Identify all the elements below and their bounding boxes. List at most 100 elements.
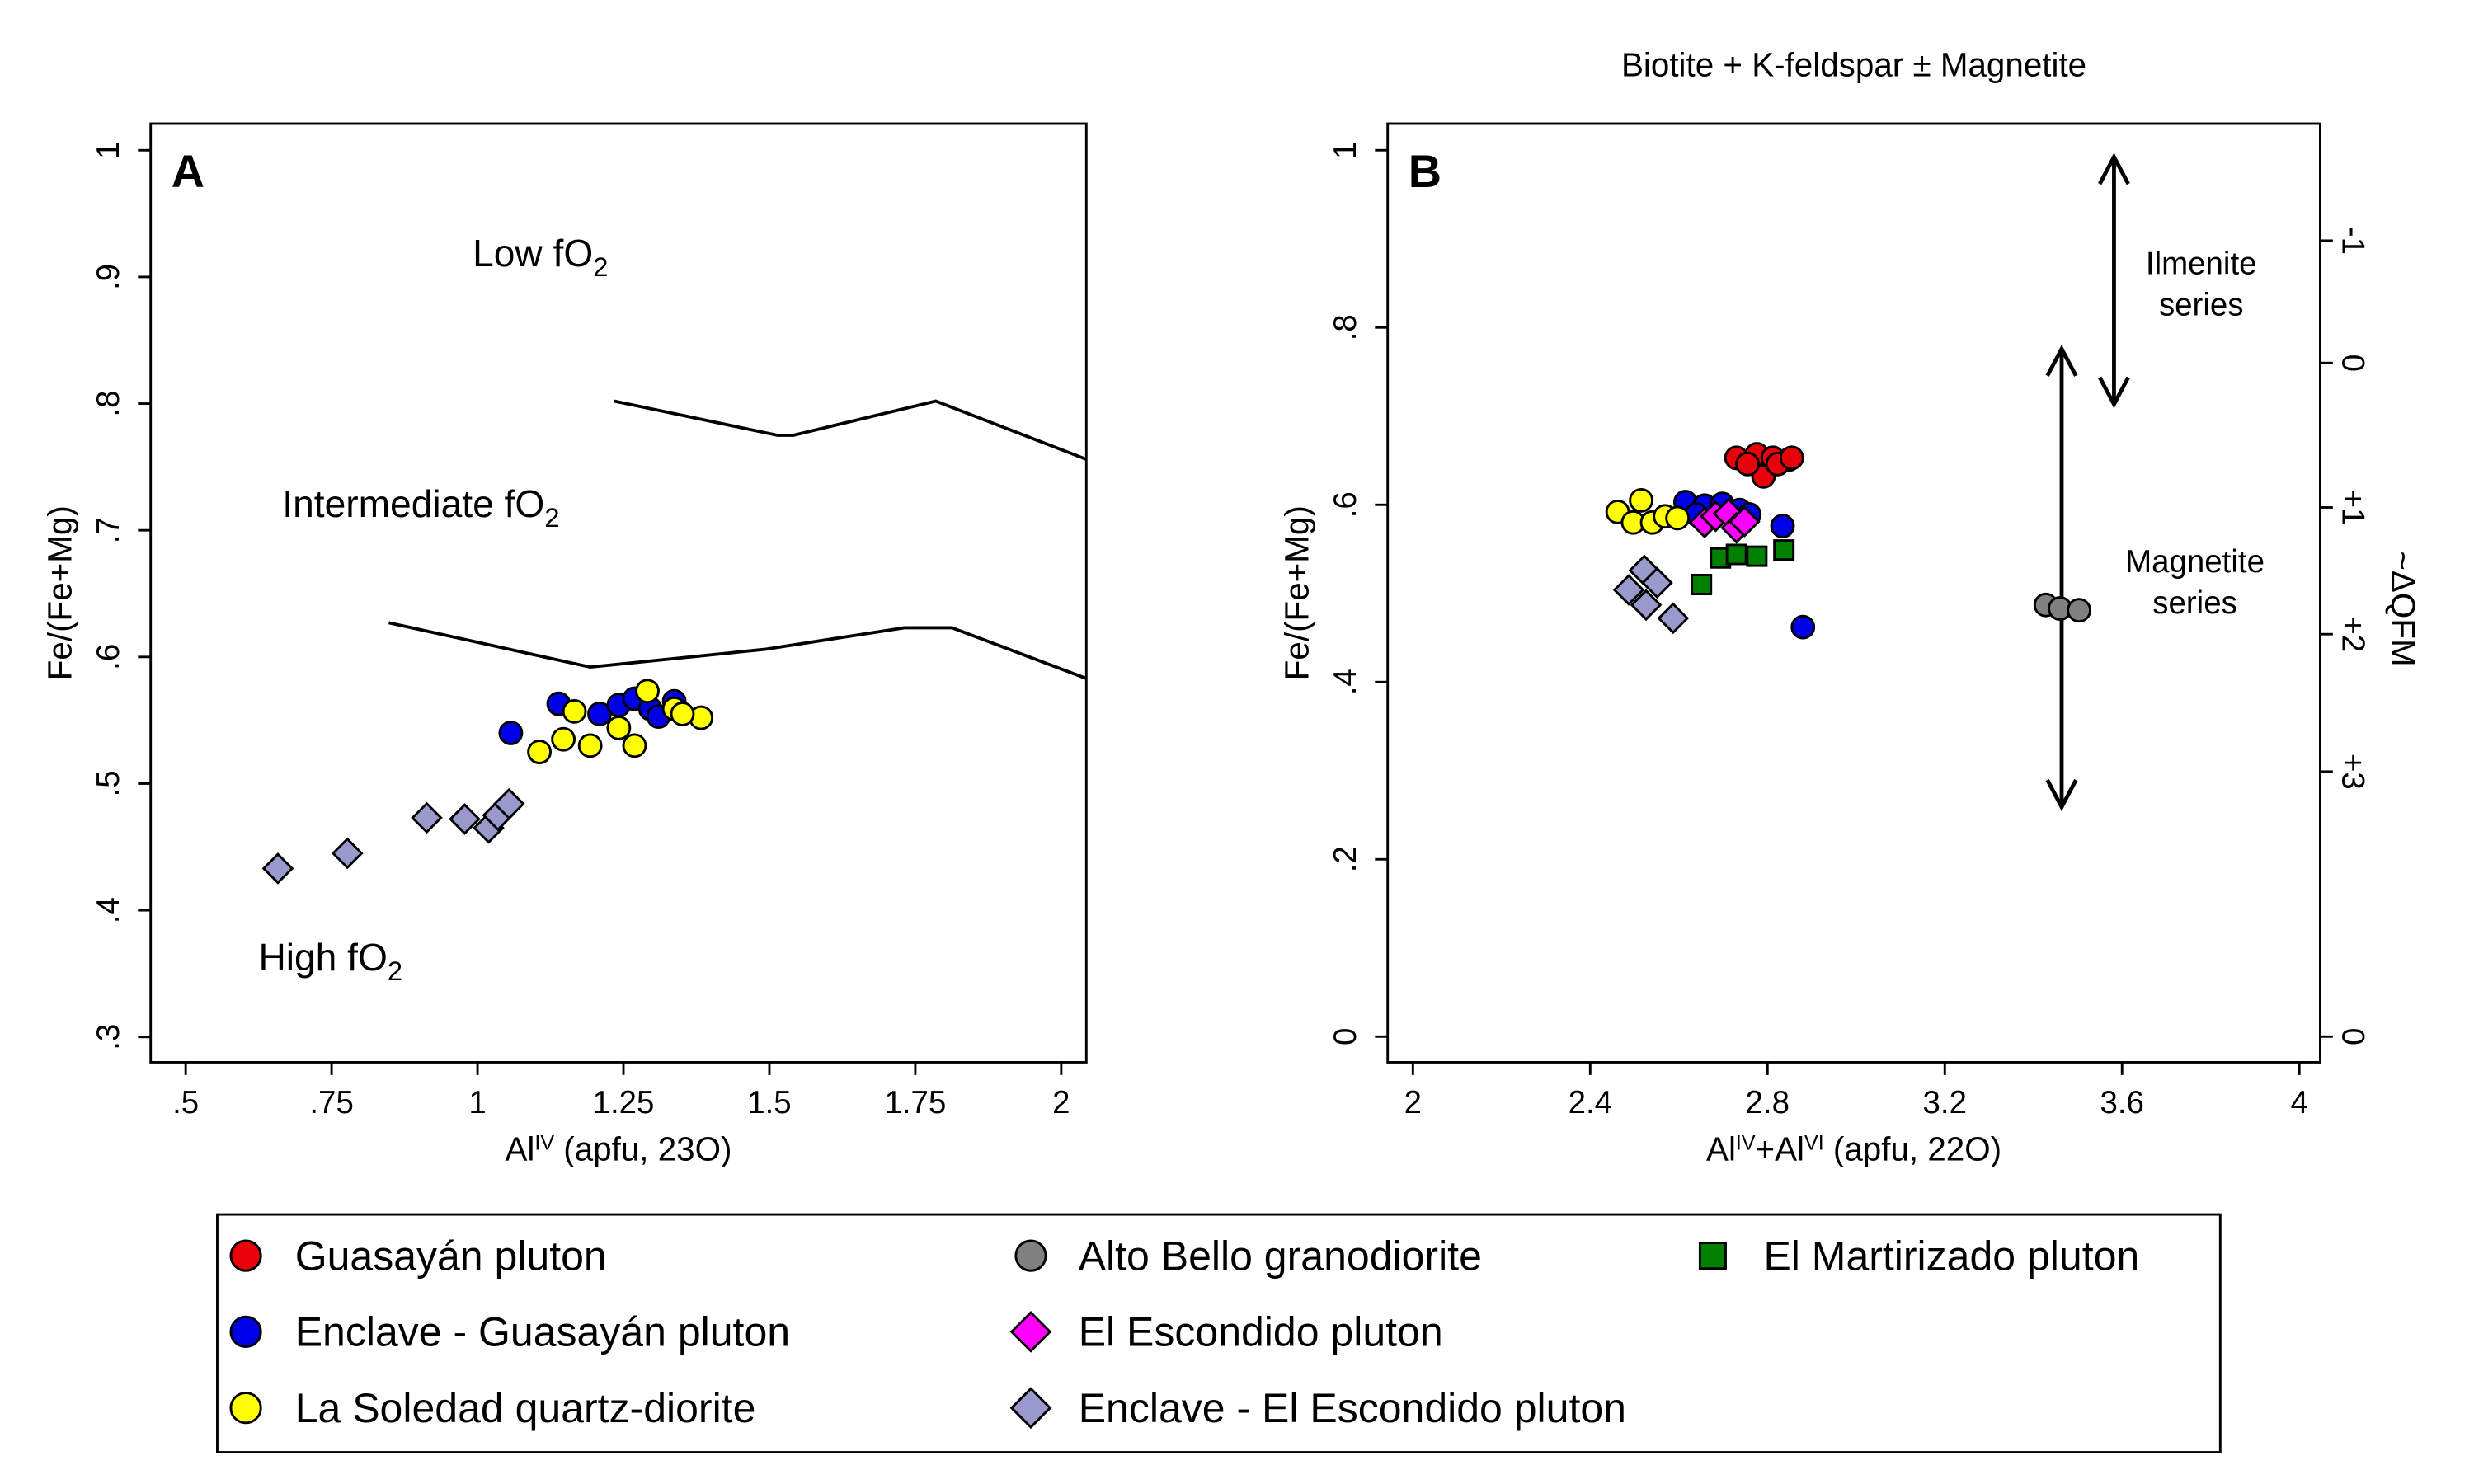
axis-label: AlIV (apfu, 23O): [506, 1130, 732, 1168]
diamond-marker: [261, 852, 294, 885]
superscript: IV: [534, 1131, 554, 1154]
plot-frame: [149, 122, 1088, 1064]
diamond-marker: [1612, 574, 1645, 606]
diamond-marker: [1630, 589, 1663, 622]
circle-marker: [670, 702, 695, 726]
series-arrows: [2045, 153, 2130, 811]
circle-marker: [527, 740, 552, 764]
y2-tick-label: 0: [2335, 1028, 2370, 1045]
chart-title: Biotite + K-feldspar ± Magnetite: [1621, 45, 2086, 83]
x-tick-label: 1.75: [884, 1085, 946, 1120]
legend-label: Alto Bello granodiorite: [1079, 1233, 1482, 1279]
circle-marker: [1014, 1239, 1047, 1272]
y-tick-label: .4: [1328, 669, 1363, 695]
x-tick-label: 2: [1404, 1085, 1422, 1120]
x-tick-label: 1.5: [747, 1085, 791, 1120]
annotation-text: Low fO: [473, 232, 593, 275]
y-tick-label: .5: [91, 770, 126, 796]
square-marker: [1725, 543, 1747, 566]
y-tick-label: .6: [91, 644, 126, 670]
circle-marker: [1629, 487, 1654, 513]
circle-marker: [229, 1315, 262, 1348]
square-marker: [1746, 545, 1768, 567]
annotation: High fO2: [258, 936, 402, 986]
annotation: Low fO2: [473, 232, 608, 282]
circle-marker: [498, 721, 524, 745]
legend-box: [216, 1213, 2222, 1453]
annotation: Ilmenite: [2146, 247, 2257, 282]
square-marker: [1698, 1242, 1727, 1270]
circle-marker: [622, 733, 647, 758]
x-tick-label: 2.8: [1746, 1085, 1790, 1120]
x-tick-label: 2: [1052, 1085, 1070, 1120]
x-tick-label: 2.4: [1569, 1085, 1612, 1120]
x-tick-label: 1.25: [593, 1085, 655, 1120]
y-tick-label: 1: [1328, 142, 1363, 159]
legend-label: El Escondido pluton: [1079, 1309, 1443, 1355]
boundary-line: [388, 621, 1087, 680]
axis-label: AlIV+AlVI (apfu, 22O): [1706, 1130, 2001, 1168]
arrow-head: [2045, 779, 2078, 811]
circle-marker: [2067, 598, 2091, 623]
plot-frame: [1386, 122, 2321, 1064]
circle-marker: [1779, 445, 1804, 471]
legend-label: El Martirizado pluton: [1763, 1233, 2139, 1279]
x-tick-label: 3.2: [1923, 1085, 1967, 1120]
superscript: VI: [1804, 1131, 1824, 1154]
legend-label: Enclave - El Escondido pluton: [1079, 1385, 1626, 1431]
diamond-marker: [411, 801, 443, 834]
y2-tick-label: 0: [2335, 355, 2370, 372]
circle-marker: [551, 726, 576, 752]
annotation: Magnetite: [2125, 544, 2265, 580]
diamond-marker: [1009, 1387, 1052, 1430]
circle-marker: [1790, 614, 1816, 640]
legend-label: La Soledad quartz-diorite: [295, 1385, 756, 1431]
y-tick-label: .9: [91, 264, 126, 290]
square-marker: [1691, 574, 1713, 595]
y-tick-label: .2: [1328, 846, 1363, 872]
circle-marker: [577, 733, 603, 758]
diamond-marker: [1728, 505, 1761, 538]
superscript: IV: [1736, 1131, 1756, 1154]
circle-marker: [229, 1239, 262, 1272]
y-tick-label: .8: [1328, 314, 1363, 340]
subscript: 2: [544, 501, 559, 532]
label-part: (apfu, 23O): [554, 1130, 731, 1168]
panel-label: B: [1409, 146, 1442, 197]
subscript: 2: [388, 955, 402, 985]
diamond-marker: [492, 787, 525, 820]
x-tick-label: 3.6: [2100, 1085, 2143, 1120]
diamond-marker: [331, 837, 364, 870]
arrow-head: [2098, 153, 2130, 186]
annotation: series: [2159, 288, 2244, 323]
circle-marker: [1770, 514, 1795, 538]
circle-marker: [635, 679, 660, 704]
x-tick-label: 1: [468, 1085, 486, 1120]
y2-axis-label: ~ΔQFM: [2384, 551, 2422, 666]
y2-tick-label: +2: [2335, 616, 2370, 652]
y-tick-label: .8: [91, 391, 126, 417]
y-axis-label: Fe/(Fe+Mg): [41, 505, 79, 680]
y2-tick-label: +1: [2335, 490, 2370, 526]
circle-marker: [606, 715, 632, 740]
square-marker: [1773, 539, 1795, 561]
y-tick-label: 1: [91, 142, 126, 159]
subscript: 2: [593, 251, 608, 282]
y-axis-label: Fe/(Fe+Mg): [1278, 505, 1316, 680]
y-tick-label: .4: [91, 897, 126, 923]
annotation-text: Intermediate fO: [282, 482, 544, 525]
circle-marker: [1735, 451, 1760, 477]
diamond-marker: [1009, 1310, 1052, 1353]
circle-marker: [229, 1392, 262, 1425]
annotation-text: High fO: [258, 936, 387, 979]
label-part: +Al: [1756, 1130, 1804, 1168]
diamond-marker: [1641, 566, 1673, 599]
y2-tick-label: -1: [2335, 227, 2370, 255]
x-tick-label: 4: [2291, 1085, 2308, 1120]
y-tick-label: .7: [91, 517, 126, 543]
x-tick-label: .75: [309, 1085, 353, 1120]
annotation: Intermediate fO2: [282, 482, 559, 533]
diamond-marker: [449, 803, 481, 835]
label-part: Al: [506, 1130, 535, 1168]
